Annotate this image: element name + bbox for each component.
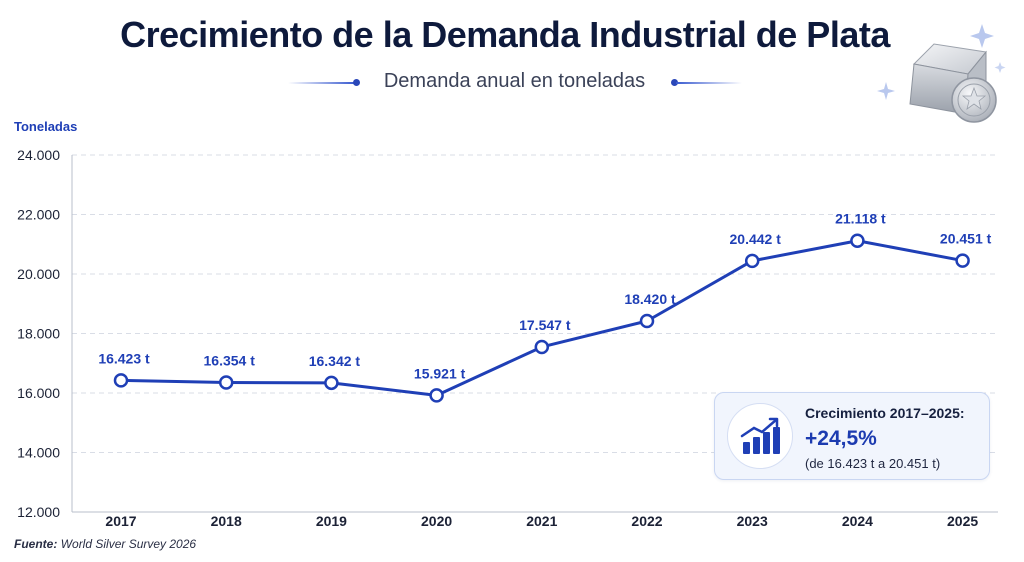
subtitle-row: Demanda anual en toneladas xyxy=(0,68,1024,98)
line-chart: Toneladas 12.000 14.000 16.000 18.000 20.000… xyxy=(14,119,998,529)
sparkle-icon xyxy=(994,62,1006,73)
callout-label: Crecimiento 2017–2025: xyxy=(805,405,965,421)
silver-bar-and-coin-icon xyxy=(877,24,1006,123)
data-label: 20.442 t xyxy=(730,231,782,247)
data-point xyxy=(113,373,129,388)
data-label: 16.354 t xyxy=(204,352,256,368)
y-tick-label: 22.000 xyxy=(17,207,60,223)
data-label: 16.423 t xyxy=(98,350,150,366)
y-tick-label: 24.000 xyxy=(17,147,60,163)
x-tick-label: 2024 xyxy=(842,513,873,529)
data-point xyxy=(639,313,655,329)
data-point xyxy=(218,375,234,390)
data-label: 15.921 t xyxy=(414,365,466,381)
data-point xyxy=(324,375,339,391)
chart-title: Crecimiento de la Demanda Industrial de … xyxy=(120,14,890,55)
sparkle-icon xyxy=(877,82,895,100)
x-tick-label: 2025 xyxy=(947,513,978,529)
data-point xyxy=(955,253,970,268)
x-tick-label: 2021 xyxy=(526,513,557,529)
bar-chart-growth-icon xyxy=(727,403,793,469)
chart-subtitle: Demanda anual en toneladas xyxy=(383,70,646,92)
source-prefix: Fuente: xyxy=(14,537,58,551)
subtitle-decor-line-right xyxy=(676,82,742,84)
source-text: World Silver Survey 2026 xyxy=(60,537,197,551)
subtitle-decor-line-left xyxy=(288,82,354,84)
data-point xyxy=(534,339,550,355)
x-tick-label: 2018 xyxy=(211,513,242,529)
x-tick-label: 2023 xyxy=(737,513,768,529)
y-tick-label: 18.000 xyxy=(17,326,60,342)
y-axis-label: Toneladas xyxy=(14,119,77,134)
growth-callout: Crecimiento 2017–2025: +24,5% (de 16.423… xyxy=(714,392,990,480)
y-tick-label: 20.000 xyxy=(17,266,60,282)
source-note: Fuente: World Silver Survey 2026 xyxy=(14,537,196,551)
subtitle-decor-dot-left xyxy=(353,79,360,86)
subtitle-decor-dot-right xyxy=(671,79,678,86)
x-tick-label: 2019 xyxy=(316,513,347,529)
callout-value: +24,5% xyxy=(805,427,877,450)
data-point xyxy=(744,253,760,269)
data-label: 16.342 t xyxy=(309,353,361,369)
y-tick-label: 14.000 xyxy=(17,445,60,461)
y-tick-label: 16.000 xyxy=(17,385,60,401)
data-label: 20.451 t xyxy=(940,231,992,247)
x-tick-label: 2017 xyxy=(105,513,136,529)
x-tick-label: 2022 xyxy=(631,513,662,529)
sparkle-icon xyxy=(970,24,994,48)
data-point xyxy=(429,388,444,403)
y-tick-label: 12.000 xyxy=(17,504,60,520)
data-label: 18.420 t xyxy=(624,291,676,307)
callout-note: (de 16.423 t a 20.451 t) xyxy=(805,456,941,471)
data-point xyxy=(850,233,865,248)
x-tick-label: 2020 xyxy=(421,513,452,529)
data-label: 21.118 t xyxy=(835,211,886,227)
data-label: 17.547 t xyxy=(519,317,571,333)
